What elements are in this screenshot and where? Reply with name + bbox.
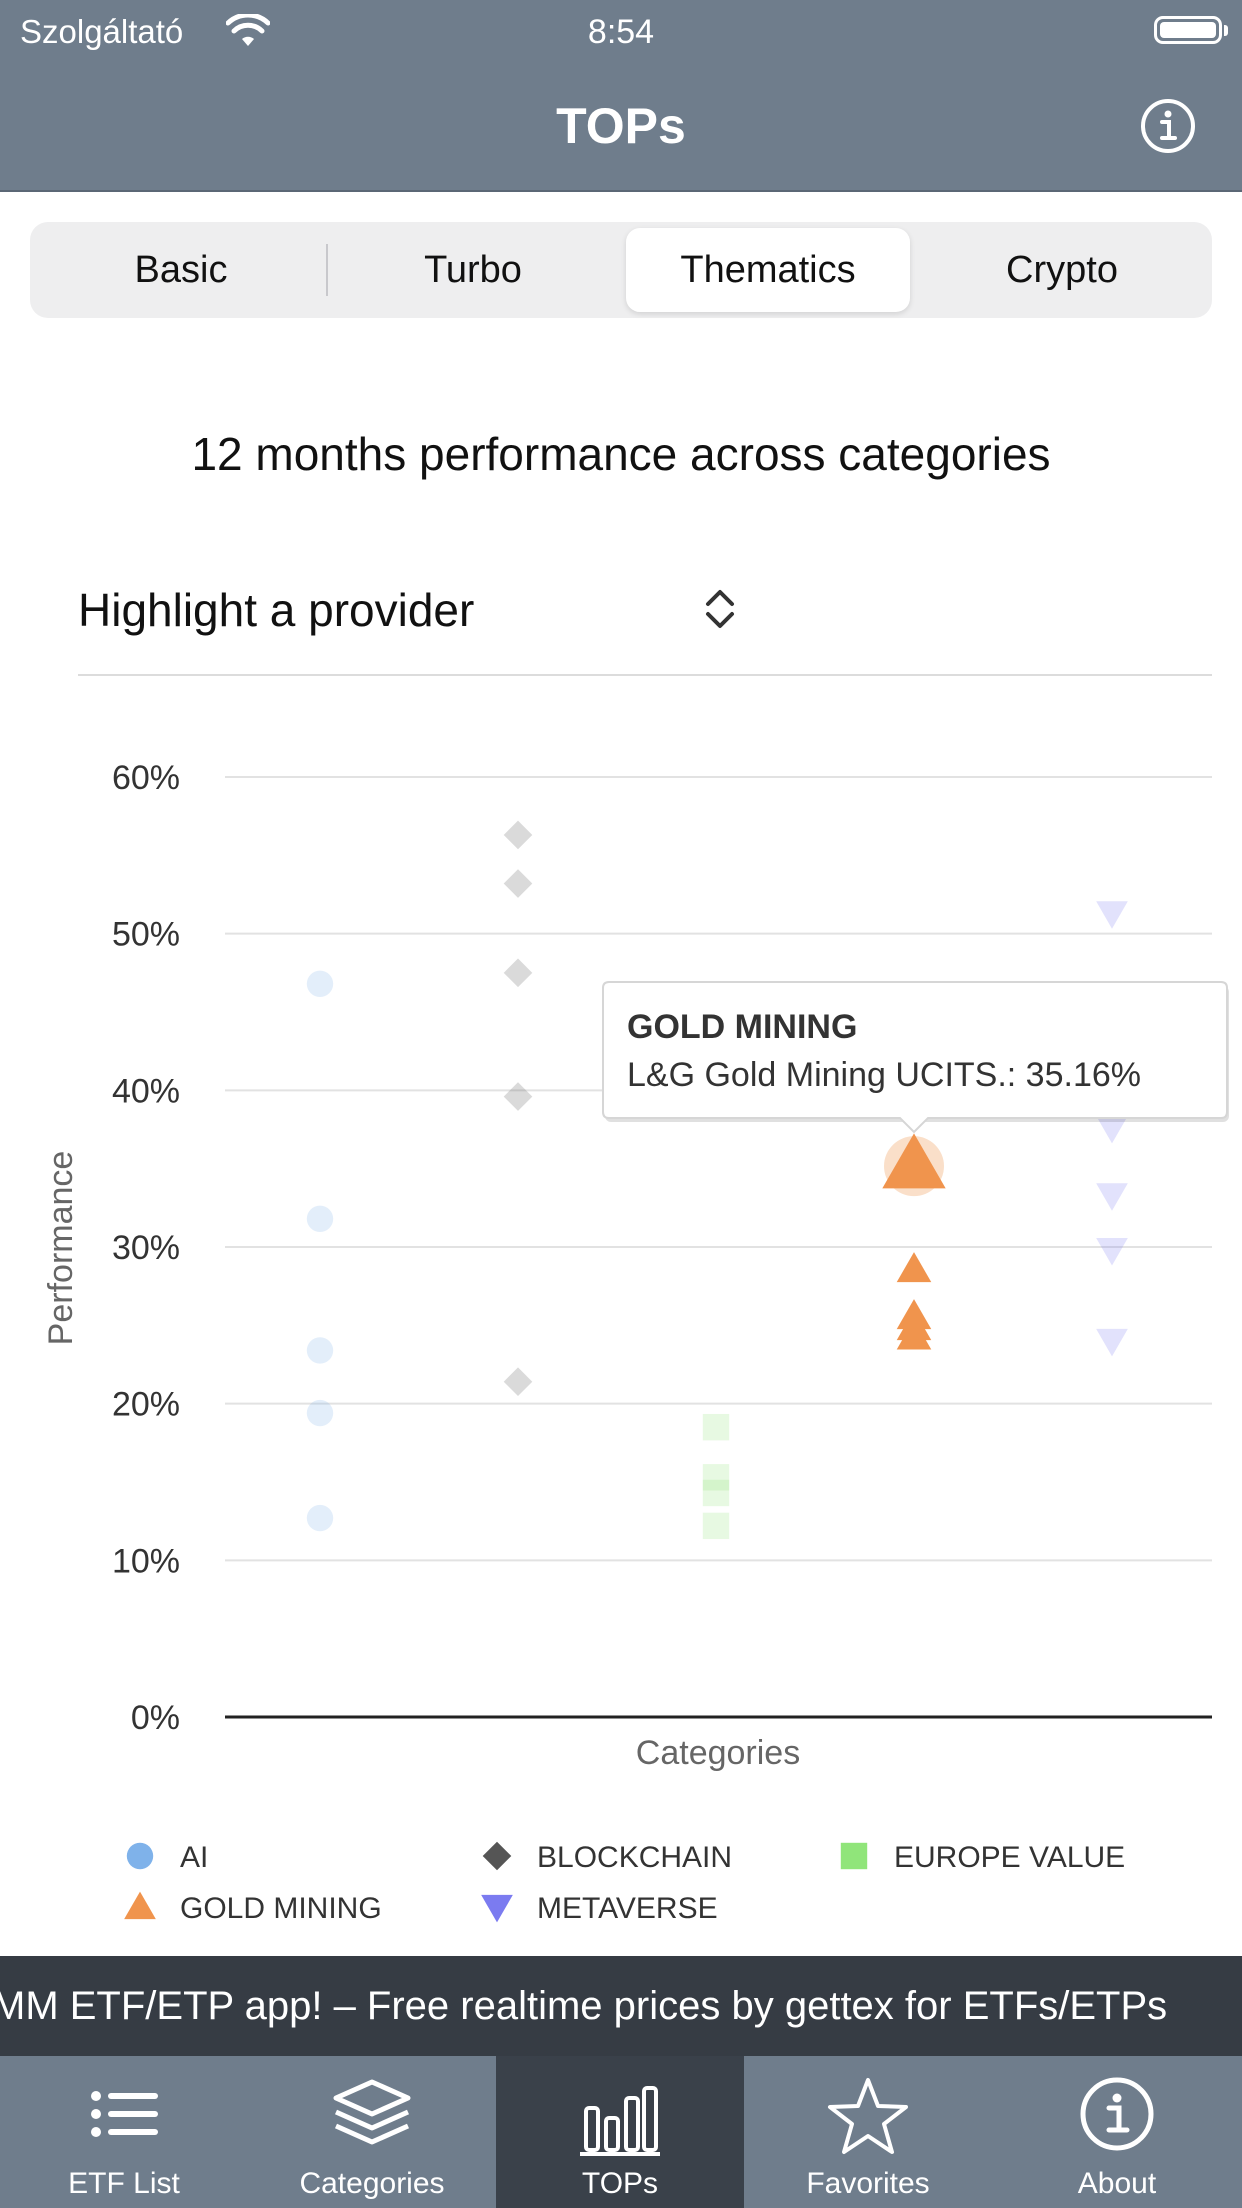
data-point bbox=[1096, 1238, 1128, 1266]
legend-marker bbox=[126, 1842, 154, 1870]
data-point bbox=[702, 1479, 730, 1507]
tooltip-box bbox=[602, 981, 1228, 1134]
data-point bbox=[306, 1399, 334, 1427]
legend-marker bbox=[124, 1891, 156, 1920]
status-time: 8:54 bbox=[587, 13, 655, 51]
data-point bbox=[306, 1504, 334, 1532]
data-point bbox=[1096, 1183, 1128, 1211]
data-point bbox=[503, 820, 533, 850]
tab-label: About bbox=[1077, 2167, 1157, 2200]
segment-crypto[interactable]: Crypto bbox=[1006, 249, 1118, 291]
data-point bbox=[306, 1205, 334, 1233]
tab-etf-list[interactable]: ETF List bbox=[0, 2056, 248, 2208]
legend-marker bbox=[481, 1894, 513, 1923]
legend-item: EUROPE VALUE bbox=[840, 1841, 1125, 1874]
tab-about[interactable]: About bbox=[992, 2056, 1242, 2208]
carrier-name: Szolgáltató bbox=[20, 13, 184, 50]
segment-turbo[interactable]: Turbo bbox=[424, 249, 522, 291]
tab-label: TOPs bbox=[581, 2167, 659, 2200]
legend-item: BLOCKCHAIN bbox=[482, 1841, 732, 1874]
legend-item: GOLD MINING bbox=[124, 1891, 382, 1925]
tab-label: Categories bbox=[299, 2167, 445, 2200]
data-point bbox=[503, 869, 533, 898]
data-point bbox=[896, 1319, 932, 1350]
tab-categories[interactable]: Categories bbox=[248, 2056, 496, 2208]
legend-item: AI bbox=[126, 1841, 208, 1874]
y-tick-label: 10% bbox=[112, 1542, 180, 1580]
star-icon bbox=[828, 2078, 908, 2154]
segment-thematics[interactable]: Thematics bbox=[626, 228, 910, 312]
tab-label: ETF List bbox=[68, 2167, 180, 2200]
category-segmented-control: Basic Turbo Thematics Crypto bbox=[30, 222, 1212, 318]
y-tick-label: 0% bbox=[131, 1699, 180, 1737]
x-axis-label: Categories bbox=[636, 1734, 800, 1772]
battery-tip bbox=[1224, 25, 1228, 36]
tooltip-title: GOLD MINING bbox=[627, 1008, 857, 1046]
segment-basic[interactable]: Basic bbox=[134, 249, 228, 291]
y-tick-label: 60% bbox=[112, 759, 180, 797]
page-title: TOPs bbox=[556, 98, 686, 154]
data-point bbox=[503, 1367, 533, 1397]
tab-tops[interactable]: TOPs bbox=[496, 2056, 744, 2208]
data-point bbox=[306, 1337, 334, 1364]
legend-label: AI bbox=[180, 1841, 208, 1874]
y-tick-label: 20% bbox=[112, 1386, 180, 1424]
legend-item: METAVERSE bbox=[481, 1892, 718, 1925]
legend-label: GOLD MINING bbox=[180, 1892, 382, 1925]
layers-icon bbox=[333, 2079, 411, 2145]
legend-label: EUROPE VALUE bbox=[894, 1841, 1125, 1874]
tooltip-text: L&G Gold Mining UCITS.: 35.16% bbox=[627, 1056, 1141, 1094]
y-tick-label: 40% bbox=[112, 1072, 180, 1110]
data-point bbox=[306, 970, 334, 997]
legend-marker bbox=[840, 1842, 868, 1870]
tab-favorites[interactable]: Favorites bbox=[744, 2056, 992, 2208]
info-circle-icon bbox=[1080, 2077, 1154, 2151]
ticker-text: MM ETF/ETP app! – Free realtime prices b… bbox=[0, 1984, 1168, 2028]
wifi-icon bbox=[226, 14, 270, 46]
legend-label: METAVERSE bbox=[537, 1892, 718, 1925]
y-tick-label: 30% bbox=[112, 1229, 180, 1267]
data-point bbox=[503, 1082, 533, 1111]
data-point bbox=[503, 958, 533, 988]
provider-picker[interactable]: Highlight a provider bbox=[78, 584, 475, 636]
data-point bbox=[896, 1252, 932, 1283]
data-point bbox=[1096, 1328, 1128, 1357]
tab-label: Favorites bbox=[806, 2167, 930, 2200]
data-point bbox=[1096, 1115, 1128, 1144]
chart-heading: 12 months performance across categories bbox=[191, 428, 1051, 480]
battery-icon bbox=[1154, 16, 1222, 44]
highlighted-point bbox=[882, 1133, 946, 1189]
performance-scatter-chart: 0% 10% 20% 30% 40% 50% 60% Performance Categor… bbox=[42, 759, 1229, 1925]
picker-divider bbox=[78, 674, 1212, 676]
bar-chart-icon bbox=[580, 2086, 660, 2156]
y-axis-label: Performance bbox=[42, 1151, 80, 1346]
tab-bar: ETF List Categories TOPs Favorites A bbox=[0, 2056, 1242, 2208]
news-ticker[interactable]: MM ETF/ETP app! – Free realtime prices b… bbox=[0, 1956, 1242, 2056]
data-point bbox=[702, 1464, 730, 1491]
legend-label: BLOCKCHAIN bbox=[537, 1841, 732, 1874]
data-point bbox=[702, 1512, 730, 1540]
up-down-chevron-icon[interactable] bbox=[700, 586, 740, 632]
navigation-bar bbox=[0, 0, 1242, 192]
y-tick-label: 50% bbox=[112, 916, 180, 954]
segment-divider bbox=[326, 244, 328, 296]
data-point bbox=[1096, 901, 1128, 929]
legend-marker bbox=[482, 1841, 512, 1871]
list-icon bbox=[91, 2091, 158, 2137]
info-circle-icon[interactable] bbox=[1138, 96, 1198, 156]
data-point bbox=[702, 1413, 730, 1441]
